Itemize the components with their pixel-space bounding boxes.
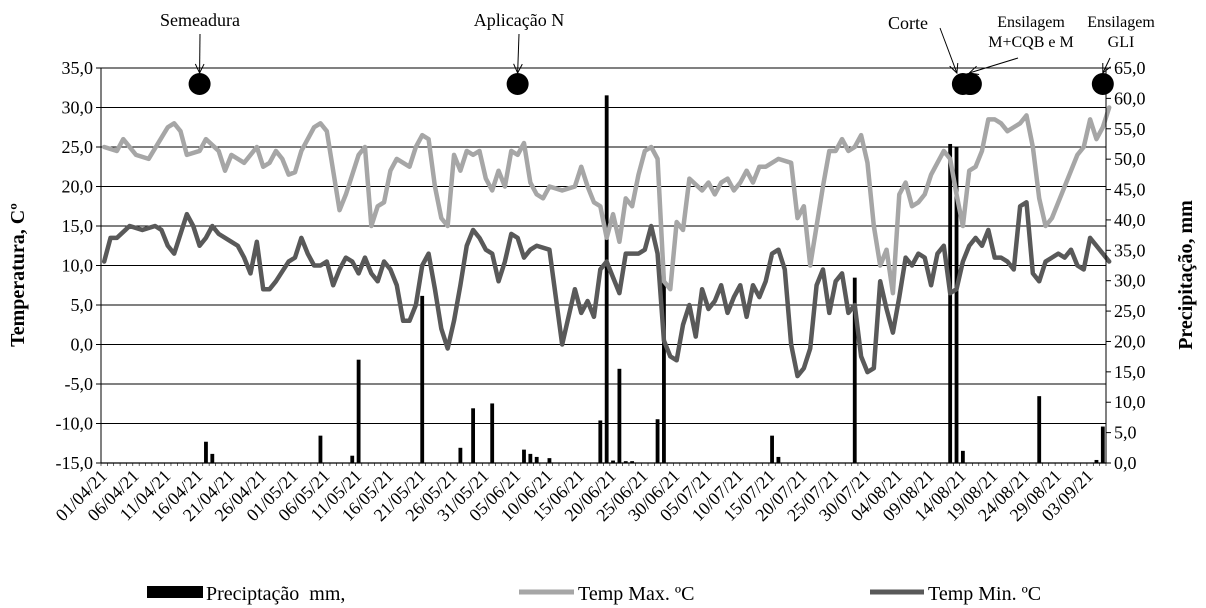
left-tick-label: 5,0 <box>71 295 94 315</box>
precipitation-bar <box>662 280 666 463</box>
precipitation-bar <box>598 420 603 463</box>
event-marker-dot <box>1091 73 1114 95</box>
left-tick-label: 10,0 <box>62 256 94 276</box>
legend-label-temp-max: Temp Max. ºC <box>578 583 694 605</box>
event-arrow-line <box>969 57 1019 74</box>
precipitation-bar <box>356 359 361 463</box>
legend-label-precipitation: Preciptação mm, <box>206 583 345 605</box>
right-tick-label: 5,0 <box>1114 423 1137 443</box>
right-tick-label: 15,0 <box>1114 362 1146 382</box>
right-tick-label: 35,0 <box>1114 240 1146 260</box>
event-marker-dot <box>506 73 529 95</box>
event-arrow-head <box>1102 62 1111 75</box>
precipitation-bar <box>960 450 965 463</box>
left-y-axis: -15,0 -10,0 -5,0 0,0 5,0 10,0 15,0 20,0 25,0 30,0… <box>56 58 102 473</box>
precipitation-bar <box>318 435 323 463</box>
right-tick-label: 50,0 <box>1114 149 1146 169</box>
left-tick-label: 20,0 <box>62 177 94 197</box>
precipitation-bar <box>350 455 355 463</box>
legend: Preciptação mm, Temp Max. ºC Temp Min. º… <box>147 583 1041 605</box>
precipitation-bar <box>611 460 615 463</box>
event-label: M+CQB e M <box>988 34 1073 51</box>
right-tick-label: 25,0 <box>1114 301 1146 321</box>
temp-min-line <box>101 200 1112 379</box>
event-arrow-line <box>1102 57 1111 74</box>
x-axis: 01/04/2106/04/2111/04/2116/04/2121/04/21… <box>52 462 1107 525</box>
precipitation-bar <box>954 147 959 463</box>
right-tick-label: 45,0 <box>1114 180 1146 200</box>
event-arrow-line <box>517 33 520 74</box>
left-tick-label: 0,0 <box>71 335 94 355</box>
left-tick-label: -15,0 <box>56 453 94 473</box>
left-tick-label: 15,0 <box>62 216 94 236</box>
precipitation-bar <box>1037 396 1042 463</box>
precipitation-bar <box>655 419 660 463</box>
right-tick-label: 40,0 <box>1114 210 1146 230</box>
precipitation-bar <box>458 447 463 463</box>
right-y-axis: 0,0 5,0 10,0 15,0 20,0 25,0 30,0 35,0 40,0 45,0 50… <box>1105 58 1146 473</box>
event-marker-dot <box>959 73 982 95</box>
event-markers: Semeadura Aplicação N Corte Ensilagem M+CQB … <box>160 10 1155 95</box>
precipitation-bar <box>604 95 609 463</box>
event-arrow-head <box>194 63 205 75</box>
event-label: Corte <box>888 13 928 33</box>
left-tick-label: 25,0 <box>62 137 94 157</box>
precipitation-bar <box>204 441 208 463</box>
right-tick-label: 65,0 <box>1114 58 1146 78</box>
precipitation-bar <box>471 408 476 463</box>
precipitation-bar <box>490 403 495 463</box>
event-label: GLI <box>1108 34 1135 51</box>
precipitation-bar <box>770 435 774 463</box>
event-arrow-line <box>939 27 958 74</box>
right-tick-label: 30,0 <box>1114 271 1146 291</box>
precipitation-bar <box>1094 459 1099 463</box>
right-tick-label: 0,0 <box>1114 453 1137 473</box>
left-tick-label: 35,0 <box>62 58 94 78</box>
precipitation-bars <box>204 95 1105 463</box>
event-arrow-head <box>513 63 523 75</box>
left-axis-title: Temperatura, Cº <box>7 203 29 347</box>
precipitation-bar <box>776 456 781 463</box>
precipitation-bar <box>852 277 857 463</box>
precipitation-bar <box>630 461 635 463</box>
precipitation-bar <box>534 456 539 463</box>
event-label: Semeadura <box>160 10 240 30</box>
precipitation-bar <box>617 368 622 463</box>
precipitation-bar <box>1100 426 1105 463</box>
event-label: Aplicação N <box>474 10 564 30</box>
left-tick-label: 30,0 <box>62 98 94 118</box>
event-arrow-head <box>949 62 959 75</box>
legend-label-temp-min: Temp Min. ºC <box>928 583 1041 605</box>
event-arrow-head <box>968 65 980 76</box>
left-tick-label: -10,0 <box>56 414 94 434</box>
precipitation-bar <box>623 461 628 463</box>
right-tick-label: 60,0 <box>1114 88 1146 108</box>
temp-max-line <box>101 105 1112 296</box>
precipitation-bar <box>948 143 953 463</box>
event-label: Ensilagem <box>997 14 1065 31</box>
precipitation-bar <box>420 295 425 463</box>
precipitation-bar <box>547 458 552 463</box>
event-marker-dot <box>188 73 211 95</box>
right-tick-label: 55,0 <box>1114 119 1146 139</box>
precipitation-bar <box>210 453 215 463</box>
precipitation-bar <box>522 449 526 463</box>
legend-swatch-precipitation <box>147 586 203 598</box>
right-axis-title: Precipitação, mm <box>1175 200 1197 350</box>
event-label: Ensilagem <box>1087 14 1155 31</box>
precipitation-bar <box>528 453 533 463</box>
right-tick-label: 10,0 <box>1114 392 1146 412</box>
right-tick-label: 20,0 <box>1114 331 1146 351</box>
left-tick-label: -5,0 <box>65 374 94 394</box>
temperature-lines <box>101 105 1112 379</box>
